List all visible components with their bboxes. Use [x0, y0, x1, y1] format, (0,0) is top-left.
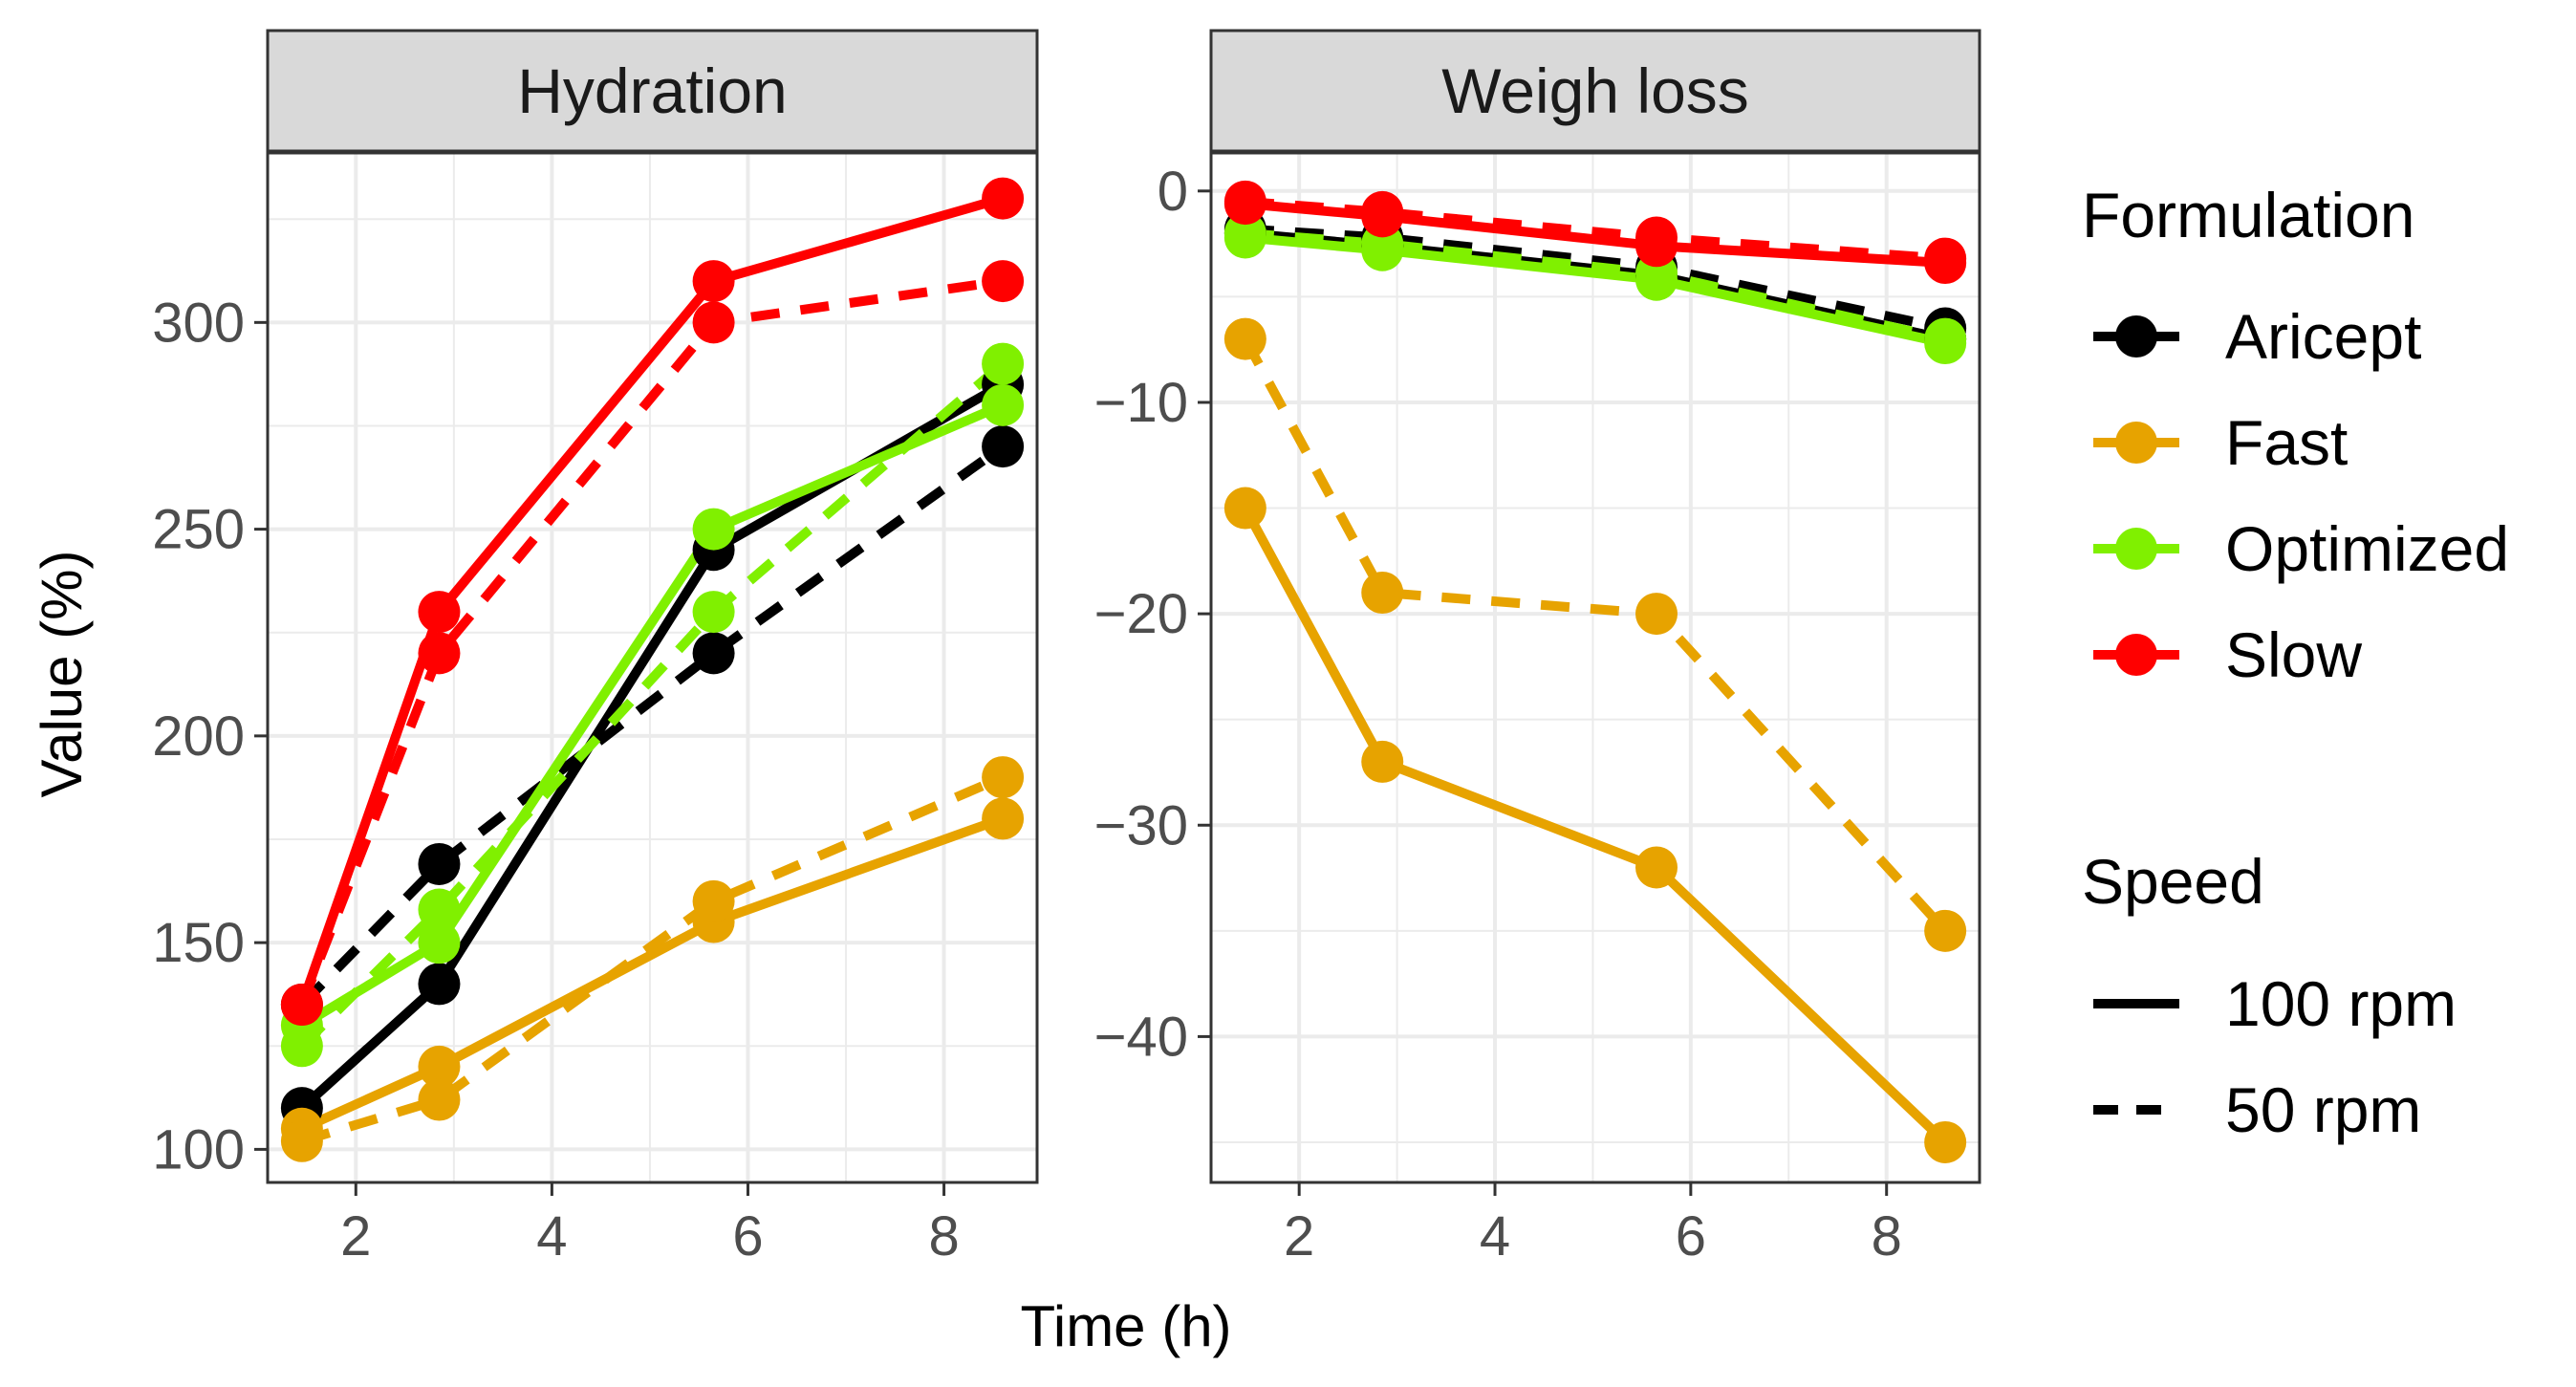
panel-1: Weigh loss 2 4 6 8 0 −10 −20 −30 −40 — [1094, 29, 1981, 1268]
data-point-aricept — [418, 963, 461, 1006]
series-line-optimized-50-rpm — [1245, 228, 1947, 344]
x-axis-title: Time (h) — [1020, 1294, 1231, 1358]
panel-0: Hydration 2 4 6 8 100 150 200 250 300 — [152, 29, 1039, 1268]
y-tick-label: −10 — [1094, 372, 1188, 434]
data-point-slow — [1924, 237, 1967, 280]
data-point-optimized — [982, 342, 1025, 385]
data-point-fast — [1924, 909, 1967, 952]
legend-key-point-aricept — [2115, 315, 2157, 358]
legend-key-point-fast — [2115, 422, 2157, 464]
data-point-optimized — [692, 508, 735, 551]
data-point-optimized — [418, 888, 461, 931]
data-point-aricept — [982, 425, 1025, 468]
y-tick-label: 0 — [1158, 161, 1188, 223]
y-tick-label: −30 — [1094, 794, 1188, 856]
data-point-fast — [692, 879, 735, 922]
data-point-optimized — [692, 591, 735, 634]
series-line-slow-50-rpm — [297, 276, 1004, 1007]
data-point-slow — [1635, 216, 1678, 259]
panel-strip — [1209, 29, 1981, 153]
series-line-slow-50-rpm — [1245, 196, 1946, 264]
series-line-fast-100-rpm — [299, 813, 1005, 1134]
data-point-slow — [1361, 190, 1404, 233]
series-line-fast-100-rpm — [1241, 506, 1949, 1146]
panel-border — [1209, 151, 1981, 1184]
legend-formulation-title: Formulation — [2082, 180, 2414, 250]
data-point-fast — [1223, 317, 1266, 360]
data-point-fast — [418, 1045, 461, 1088]
data-point-slow — [692, 260, 735, 303]
legend-key-point-slow — [2115, 634, 2157, 676]
legend-label-speed: 100 rpm — [2225, 968, 2457, 1039]
data-point-slow — [692, 301, 735, 344]
x-tick-label: 6 — [732, 1205, 763, 1268]
x-tick-label: 4 — [1480, 1205, 1510, 1268]
y-tick-label: −40 — [1094, 1006, 1188, 1068]
data-point-fast — [280, 1119, 323, 1162]
series-line-aricept-50-rpm — [1245, 224, 1947, 334]
data-point-fast — [1924, 1120, 1967, 1163]
series-line-optimized-100-rpm — [299, 401, 1006, 1029]
panel-title: Hydration — [517, 55, 787, 126]
y-axis-title: Value (%) — [30, 551, 94, 798]
legend-key-point-optimized — [2115, 528, 2157, 570]
legend-label-speed: 50 rpm — [2225, 1074, 2421, 1145]
data-point-fast — [1361, 571, 1404, 614]
data-point-fast — [1635, 846, 1678, 889]
y-tick-label: 200 — [152, 705, 245, 768]
plot-background — [268, 153, 1037, 1182]
series-line-fast-50-rpm — [300, 772, 1006, 1146]
legend: Formulation Speed Aricept Fast Optimized Sl… — [2082, 180, 2509, 1145]
data-point-fast — [1361, 740, 1404, 783]
legend-label-fast: Fast — [2225, 407, 2348, 478]
series-line-aricept-50-rpm — [298, 443, 1007, 1008]
panel-border — [266, 151, 1039, 1184]
data-point-slow — [982, 177, 1025, 220]
data-point-optimized — [982, 383, 1025, 426]
data-point-optimized — [1223, 212, 1266, 255]
x-tick-label: 2 — [340, 1205, 371, 1268]
data-point-aricept — [692, 632, 735, 675]
y-tick-label: 100 — [152, 1118, 245, 1181]
legend-label-aricept: Aricept — [2225, 301, 2421, 372]
data-point-fast — [1223, 487, 1266, 530]
x-tick-label: 2 — [1284, 1205, 1314, 1268]
series-line-fast-50-rpm — [1241, 336, 1949, 935]
legend-label-optimized: Optimized — [2225, 513, 2509, 584]
x-tick-label: 6 — [1676, 1205, 1706, 1268]
data-point-slow — [1223, 180, 1266, 223]
y-tick-label: 150 — [152, 912, 245, 974]
data-point-fast — [982, 797, 1025, 840]
legend-label-slow: Slow — [2225, 619, 2362, 690]
series-line-slow-100-rpm — [297, 193, 1005, 1007]
data-point-fast — [418, 1078, 461, 1121]
panel-strip — [266, 29, 1039, 153]
data-point-slow — [418, 632, 461, 675]
data-point-fast — [1635, 593, 1678, 636]
panels-layer: Hydration 2 4 6 8 100 150 200 250 300 Weigh loss 2 4… — [152, 29, 1981, 1268]
x-tick-label: 8 — [1872, 1205, 1902, 1268]
data-point-slow — [280, 984, 323, 1027]
data-point-slow — [418, 591, 461, 634]
data-point-aricept — [418, 842, 461, 885]
x-tick-label: 8 — [928, 1205, 959, 1268]
series-line-optimized-100-rpm — [1245, 232, 1947, 348]
y-tick-label: 250 — [152, 499, 245, 561]
y-tick-label: 300 — [152, 292, 245, 354]
data-point-slow — [982, 260, 1025, 303]
x-tick-label: 4 — [536, 1205, 567, 1268]
panel-title: Weigh loss — [1441, 55, 1749, 126]
data-point-optimized — [1924, 317, 1967, 360]
y-tick-label: −20 — [1094, 583, 1188, 645]
data-point-optimized — [280, 1025, 323, 1068]
data-point-fast — [982, 756, 1025, 799]
data-point-optimized — [418, 921, 461, 964]
legend-speed-title: Speed — [2082, 846, 2264, 917]
